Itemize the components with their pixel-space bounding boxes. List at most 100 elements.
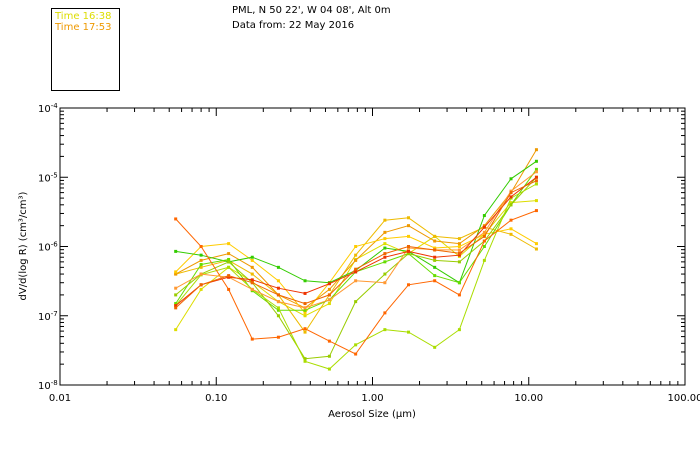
data-point bbox=[250, 265, 254, 269]
x-tick-label: 0.01 bbox=[49, 393, 71, 404]
data-point bbox=[354, 300, 358, 304]
data-point bbox=[174, 217, 178, 221]
data-point bbox=[534, 247, 538, 251]
data-point bbox=[227, 257, 231, 261]
data-point bbox=[534, 209, 538, 213]
data-point bbox=[534, 170, 538, 174]
data-point bbox=[276, 335, 280, 339]
data-point bbox=[482, 224, 486, 228]
data-point bbox=[457, 251, 461, 255]
data-point bbox=[327, 367, 331, 371]
data-point bbox=[433, 345, 437, 349]
data-point bbox=[354, 245, 358, 248]
data-point bbox=[433, 255, 437, 259]
data-point bbox=[227, 275, 231, 279]
legend-entry: Time 16:38 bbox=[55, 11, 112, 22]
data-point bbox=[227, 242, 231, 246]
data-point bbox=[303, 357, 307, 361]
data-point bbox=[433, 239, 437, 243]
data-point bbox=[250, 272, 254, 276]
data-point bbox=[482, 258, 486, 262]
data-point bbox=[534, 242, 538, 246]
data-point bbox=[354, 352, 358, 356]
x-tick-label: 0.10 bbox=[205, 393, 227, 404]
data-point bbox=[383, 311, 387, 315]
data-point bbox=[227, 265, 231, 269]
data-point bbox=[482, 214, 486, 218]
data-point bbox=[433, 265, 437, 269]
y-tick-label: 10-6 bbox=[38, 241, 58, 254]
data-point bbox=[303, 311, 307, 315]
data-point bbox=[509, 218, 513, 222]
data-point bbox=[250, 281, 254, 285]
data-date: Data from: 22 May 2016 bbox=[232, 20, 355, 31]
data-point bbox=[383, 230, 387, 234]
data-point bbox=[303, 308, 307, 312]
data-point bbox=[433, 279, 437, 283]
data-point bbox=[383, 260, 387, 264]
data-point bbox=[199, 245, 203, 248]
plot-frame bbox=[59, 107, 686, 386]
data-point bbox=[250, 258, 254, 262]
series-line-s11 bbox=[175, 176, 537, 306]
x-tick-label: 100.00 bbox=[668, 393, 700, 404]
data-point bbox=[174, 306, 178, 310]
data-point bbox=[509, 203, 513, 207]
data-point bbox=[354, 343, 358, 347]
data-point bbox=[383, 242, 387, 246]
data-point bbox=[303, 291, 307, 295]
data-point bbox=[457, 328, 461, 332]
data-point bbox=[457, 245, 461, 248]
legend-entry: Time 17:53 bbox=[55, 22, 112, 33]
data-point bbox=[482, 234, 486, 238]
data-point bbox=[199, 265, 203, 269]
data-point bbox=[199, 253, 203, 257]
y-tick-label: 10-4 bbox=[38, 102, 58, 115]
data-point bbox=[199, 287, 203, 291]
data-point bbox=[383, 218, 387, 222]
data-point bbox=[407, 216, 411, 220]
data-point bbox=[457, 237, 461, 241]
data-point bbox=[534, 175, 538, 179]
data-point bbox=[407, 283, 411, 287]
data-point bbox=[482, 239, 486, 243]
data-point bbox=[199, 272, 203, 276]
data-point bbox=[227, 260, 231, 264]
y-tick-label: 10-8 bbox=[38, 379, 58, 392]
series-layer bbox=[174, 148, 538, 371]
data-point bbox=[433, 258, 437, 262]
series-line-s9 bbox=[175, 210, 537, 355]
data-point bbox=[303, 330, 307, 334]
data-point bbox=[509, 227, 513, 231]
data-point bbox=[457, 253, 461, 257]
data-point bbox=[303, 359, 307, 363]
data-point bbox=[407, 249, 411, 253]
series-line-s10 bbox=[175, 171, 537, 309]
data-point bbox=[383, 328, 387, 332]
data-point bbox=[383, 237, 387, 241]
data-point bbox=[407, 245, 411, 248]
data-point bbox=[534, 159, 538, 163]
data-point bbox=[534, 179, 538, 183]
data-point bbox=[354, 258, 358, 262]
data-point bbox=[276, 293, 280, 297]
data-point bbox=[457, 293, 461, 297]
data-point bbox=[534, 148, 538, 152]
data-point bbox=[276, 279, 280, 283]
data-point bbox=[509, 191, 513, 195]
data-point bbox=[407, 252, 411, 256]
data-point bbox=[534, 182, 538, 186]
data-point bbox=[433, 246, 437, 250]
data-point bbox=[407, 234, 411, 238]
data-point bbox=[383, 272, 387, 276]
data-point bbox=[276, 308, 280, 312]
y-axis-label: dV/d(log R) (cm³/cm³) bbox=[18, 191, 29, 300]
data-point bbox=[303, 314, 307, 318]
data-point bbox=[383, 252, 387, 256]
data-point bbox=[303, 306, 307, 310]
data-point bbox=[354, 253, 358, 257]
data-point bbox=[354, 267, 358, 271]
data-point bbox=[457, 281, 461, 285]
y-tick-label: 10-7 bbox=[38, 310, 58, 323]
